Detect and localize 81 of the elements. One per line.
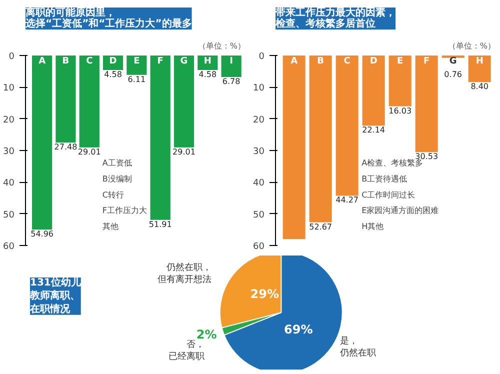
bar <box>174 56 194 148</box>
x-tick-label: C <box>344 56 351 66</box>
slice-label: 是，仍然在职 <box>339 336 376 359</box>
x-tick-label: D <box>109 56 117 66</box>
slice-label: 否，已经离职 <box>168 340 205 362</box>
x-tick-label: E <box>134 56 140 66</box>
annotation: B没编制 <box>102 174 132 184</box>
text: 131位幼儿教师离职、在职情况 <box>29 276 82 315</box>
y-tick-label: 60 <box>3 242 15 252</box>
chart-subtitle: （单位：%） <box>448 42 496 50</box>
x-tick-label: E <box>397 56 404 66</box>
annotation: 其他 <box>102 222 118 231</box>
y-tick-label: 20 <box>253 115 265 126</box>
annotation: A工资低 <box>102 158 132 168</box>
y-tick-label: 40 <box>3 178 15 189</box>
x-tick-label: B <box>62 56 70 66</box>
x-tick-label: F <box>424 56 430 66</box>
bar <box>221 56 242 77</box>
bar <box>150 56 170 220</box>
data-label: 51.91 <box>148 220 172 229</box>
data-label: 69% <box>284 322 313 336</box>
x-tick-label: D <box>370 56 378 66</box>
y-tick-label: 0 <box>258 52 265 62</box>
x-tick-label: G <box>449 56 457 66</box>
y-tick-label: 30 <box>3 147 15 157</box>
data-label: 4.58 <box>198 70 217 80</box>
x-tick-label: B <box>317 56 324 66</box>
data-label: 27.48 <box>54 142 78 152</box>
bar <box>309 56 332 222</box>
annotation: E家园沟通方面的困难 <box>362 206 439 216</box>
y-tick-label: 60 <box>253 242 265 252</box>
text: 44.27 <box>336 196 359 205</box>
data-label: 6.78 <box>222 76 240 86</box>
y-tick-label: 0 <box>8 52 15 62</box>
annotation: H其他 <box>362 222 384 231</box>
x-tick-label: G <box>180 56 188 66</box>
x-tick-label: C <box>86 56 94 66</box>
chart-title: 带来工作压力最大的因素，检查、考核繁多居首位 <box>274 6 396 30</box>
annotation: B工资待遇低 <box>362 174 408 184</box>
bar <box>468 56 491 82</box>
bar <box>415 56 438 152</box>
text: 8.40 <box>470 82 489 92</box>
text: 16.03 <box>388 106 412 116</box>
annotation: C转行 <box>102 190 124 200</box>
bar <box>32 56 52 230</box>
slice-label: 仍然在职，但有离开想法 <box>157 262 212 286</box>
y-tick-label: 30 <box>253 147 265 157</box>
text: 0.76 <box>444 70 462 79</box>
y-tick-label: 50 <box>253 210 265 220</box>
x-tick-label: H <box>476 56 484 66</box>
chart-subtitle: （单位：%） <box>198 42 246 50</box>
bar <box>336 56 358 196</box>
x-tick-label: I <box>230 56 233 66</box>
y-tick-label: 10 <box>3 84 15 94</box>
text: 22.14 <box>362 126 386 135</box>
data-label: 29% <box>250 287 279 302</box>
x-tick-label: A <box>290 56 298 66</box>
annotation: A检查、考核繁多 <box>362 158 424 168</box>
text: 52.67 <box>309 222 332 232</box>
annotation: C工作时间过长 <box>362 190 416 200</box>
bar <box>388 56 412 106</box>
bar <box>56 56 76 143</box>
bar <box>282 56 306 240</box>
x-tick-label: A <box>38 56 46 66</box>
data-label: 29.01 <box>172 147 196 156</box>
x-tick-label: F <box>157 56 164 66</box>
y-tick-label: 40 <box>253 178 265 189</box>
data-label: 54.96 <box>30 230 54 239</box>
data-label: 2% <box>196 327 217 342</box>
bar <box>362 56 385 126</box>
y-tick-label: 10 <box>253 84 265 94</box>
y-tick-label: 20 <box>3 115 15 126</box>
data-label: 4.58 <box>104 70 122 80</box>
bar <box>126 56 147 75</box>
chart-title: 离职的可能原因里，选择“工资低”和“工作压力大”的最多 <box>24 6 192 30</box>
y-tick-label: 50 <box>3 210 15 220</box>
data-label: 6.11 <box>128 74 146 84</box>
annotation: F工作压力大 <box>102 206 147 216</box>
data-label: 29.01 <box>78 147 101 156</box>
bar <box>79 56 100 148</box>
x-tick-label: H <box>204 56 212 66</box>
